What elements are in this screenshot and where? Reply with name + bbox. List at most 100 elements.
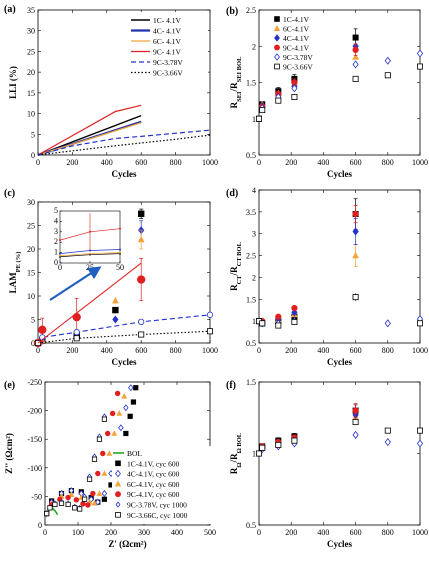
x-tick-label: 400 [101,346,113,355]
data-point [100,450,106,457]
legend-marker [273,24,281,31]
series [255,410,359,458]
x-tick-label: 1000 [202,158,218,167]
x-tick-label: 800 [382,528,394,537]
series [255,293,424,328]
x-axis-label: Cycles [112,169,137,179]
x-tick-label: 200 [285,346,297,355]
data-point [68,491,75,497]
series [37,122,142,156]
legend-label: 6C- 4.1V [153,37,182,46]
data-point [291,319,298,326]
inset: 0 25 50 01 23 45 [49,206,124,301]
data-point [291,437,298,444]
data-point [352,53,359,60]
data-point [106,450,113,456]
legend-marker [274,16,280,22]
plot-frame [258,189,421,344]
x-tick-label: 800 [170,158,182,167]
data-point [95,470,101,477]
data-point [384,72,391,79]
legend-label: 9C-3.66C, cyc 1000 [127,511,188,520]
data-point [291,84,298,93]
x-tick-label: 0 [36,346,40,355]
data-point [91,456,98,462]
series [37,262,142,344]
data-point [384,438,391,447]
y-tick-label: 15 [27,89,35,98]
y-tick-label: 35 [27,6,35,15]
legend-marker [115,512,121,518]
series [37,104,142,156]
legend-label: 9C-4.1V, cyc 600 [127,490,180,499]
legend-label: 4C- 4.1V [153,27,182,36]
data-point [416,49,424,58]
legend-label: 1C- 4.1V [153,16,182,25]
data-point [127,413,133,419]
inset-point [59,239,61,242]
data-point [275,441,282,448]
x-tick-label: 200 [285,158,297,167]
x-tick-label: 400 [171,528,183,537]
series-line [37,314,211,344]
series [255,403,359,457]
y-tick-label: 0 [38,521,42,530]
inset-point [59,254,61,257]
series-line [37,129,211,156]
data-point [291,94,298,101]
inset-x-tick-label: 25 [86,263,94,272]
y-tick-label: 1.5 [246,295,256,304]
data-point [384,56,391,65]
data-point [255,450,262,457]
y-tick-label: 2 [252,273,256,282]
x-tick-label: 0 [257,158,261,167]
data-point [275,313,282,320]
axis-label: LAMPE (%) [8,252,22,294]
data-point [73,329,80,336]
data-point [95,498,101,506]
legend-label: 9C- 4.1V [153,48,182,57]
data-point [91,499,98,506]
x-tick-label: 400 [317,158,329,167]
series [44,416,107,517]
x-tick-label: 200 [285,528,297,537]
data-point [416,63,423,70]
panel-label: (e) [4,380,15,391]
x-tick-label: 1000 [412,346,428,355]
panel-label: (c) [4,188,15,199]
legend-marker [115,491,121,498]
data-point [101,470,108,476]
plot-frame [258,381,421,526]
legend-label: 1C-4.1V [283,15,310,24]
axis-label: RCT/RCT BOL [229,241,243,290]
data-point [58,500,65,506]
x-tick-label: 1000 [202,346,218,355]
x-tick-label: 0 [257,346,261,355]
y-tick-label: 25 [27,222,35,231]
y-tick-label: 3.5 [246,208,256,217]
panel-label: (a) [4,4,16,15]
legend-box [112,446,212,524]
panel-label: (f) [226,380,236,391]
data-point [352,407,359,414]
data-point [416,427,423,434]
x-tick-label: 800 [170,346,182,355]
legend-box [128,12,208,82]
legend-label: 6C-4.1V [283,25,310,34]
y-tick-label: -250 [27,378,42,387]
data-point [123,404,129,412]
inset-y-tick-label: 1 [54,248,58,257]
x-tick-label: 800 [382,158,394,167]
y-tick-label: 2.5 [246,252,256,261]
y-tick-label: 0.5 [246,339,256,348]
data-point [291,304,298,312]
data-point [128,384,134,392]
data-point [96,436,103,442]
legend-marker [114,480,122,487]
y-tick-label: 2.5 [246,6,256,15]
data-point [116,410,123,416]
panel-a: (a) 0 200 400 600 800 1000 0 5 10 15 20 25 30 35 Cycles… [4,4,218,179]
legend-label: 9C-3.66V [283,63,313,72]
data-point [118,424,124,432]
